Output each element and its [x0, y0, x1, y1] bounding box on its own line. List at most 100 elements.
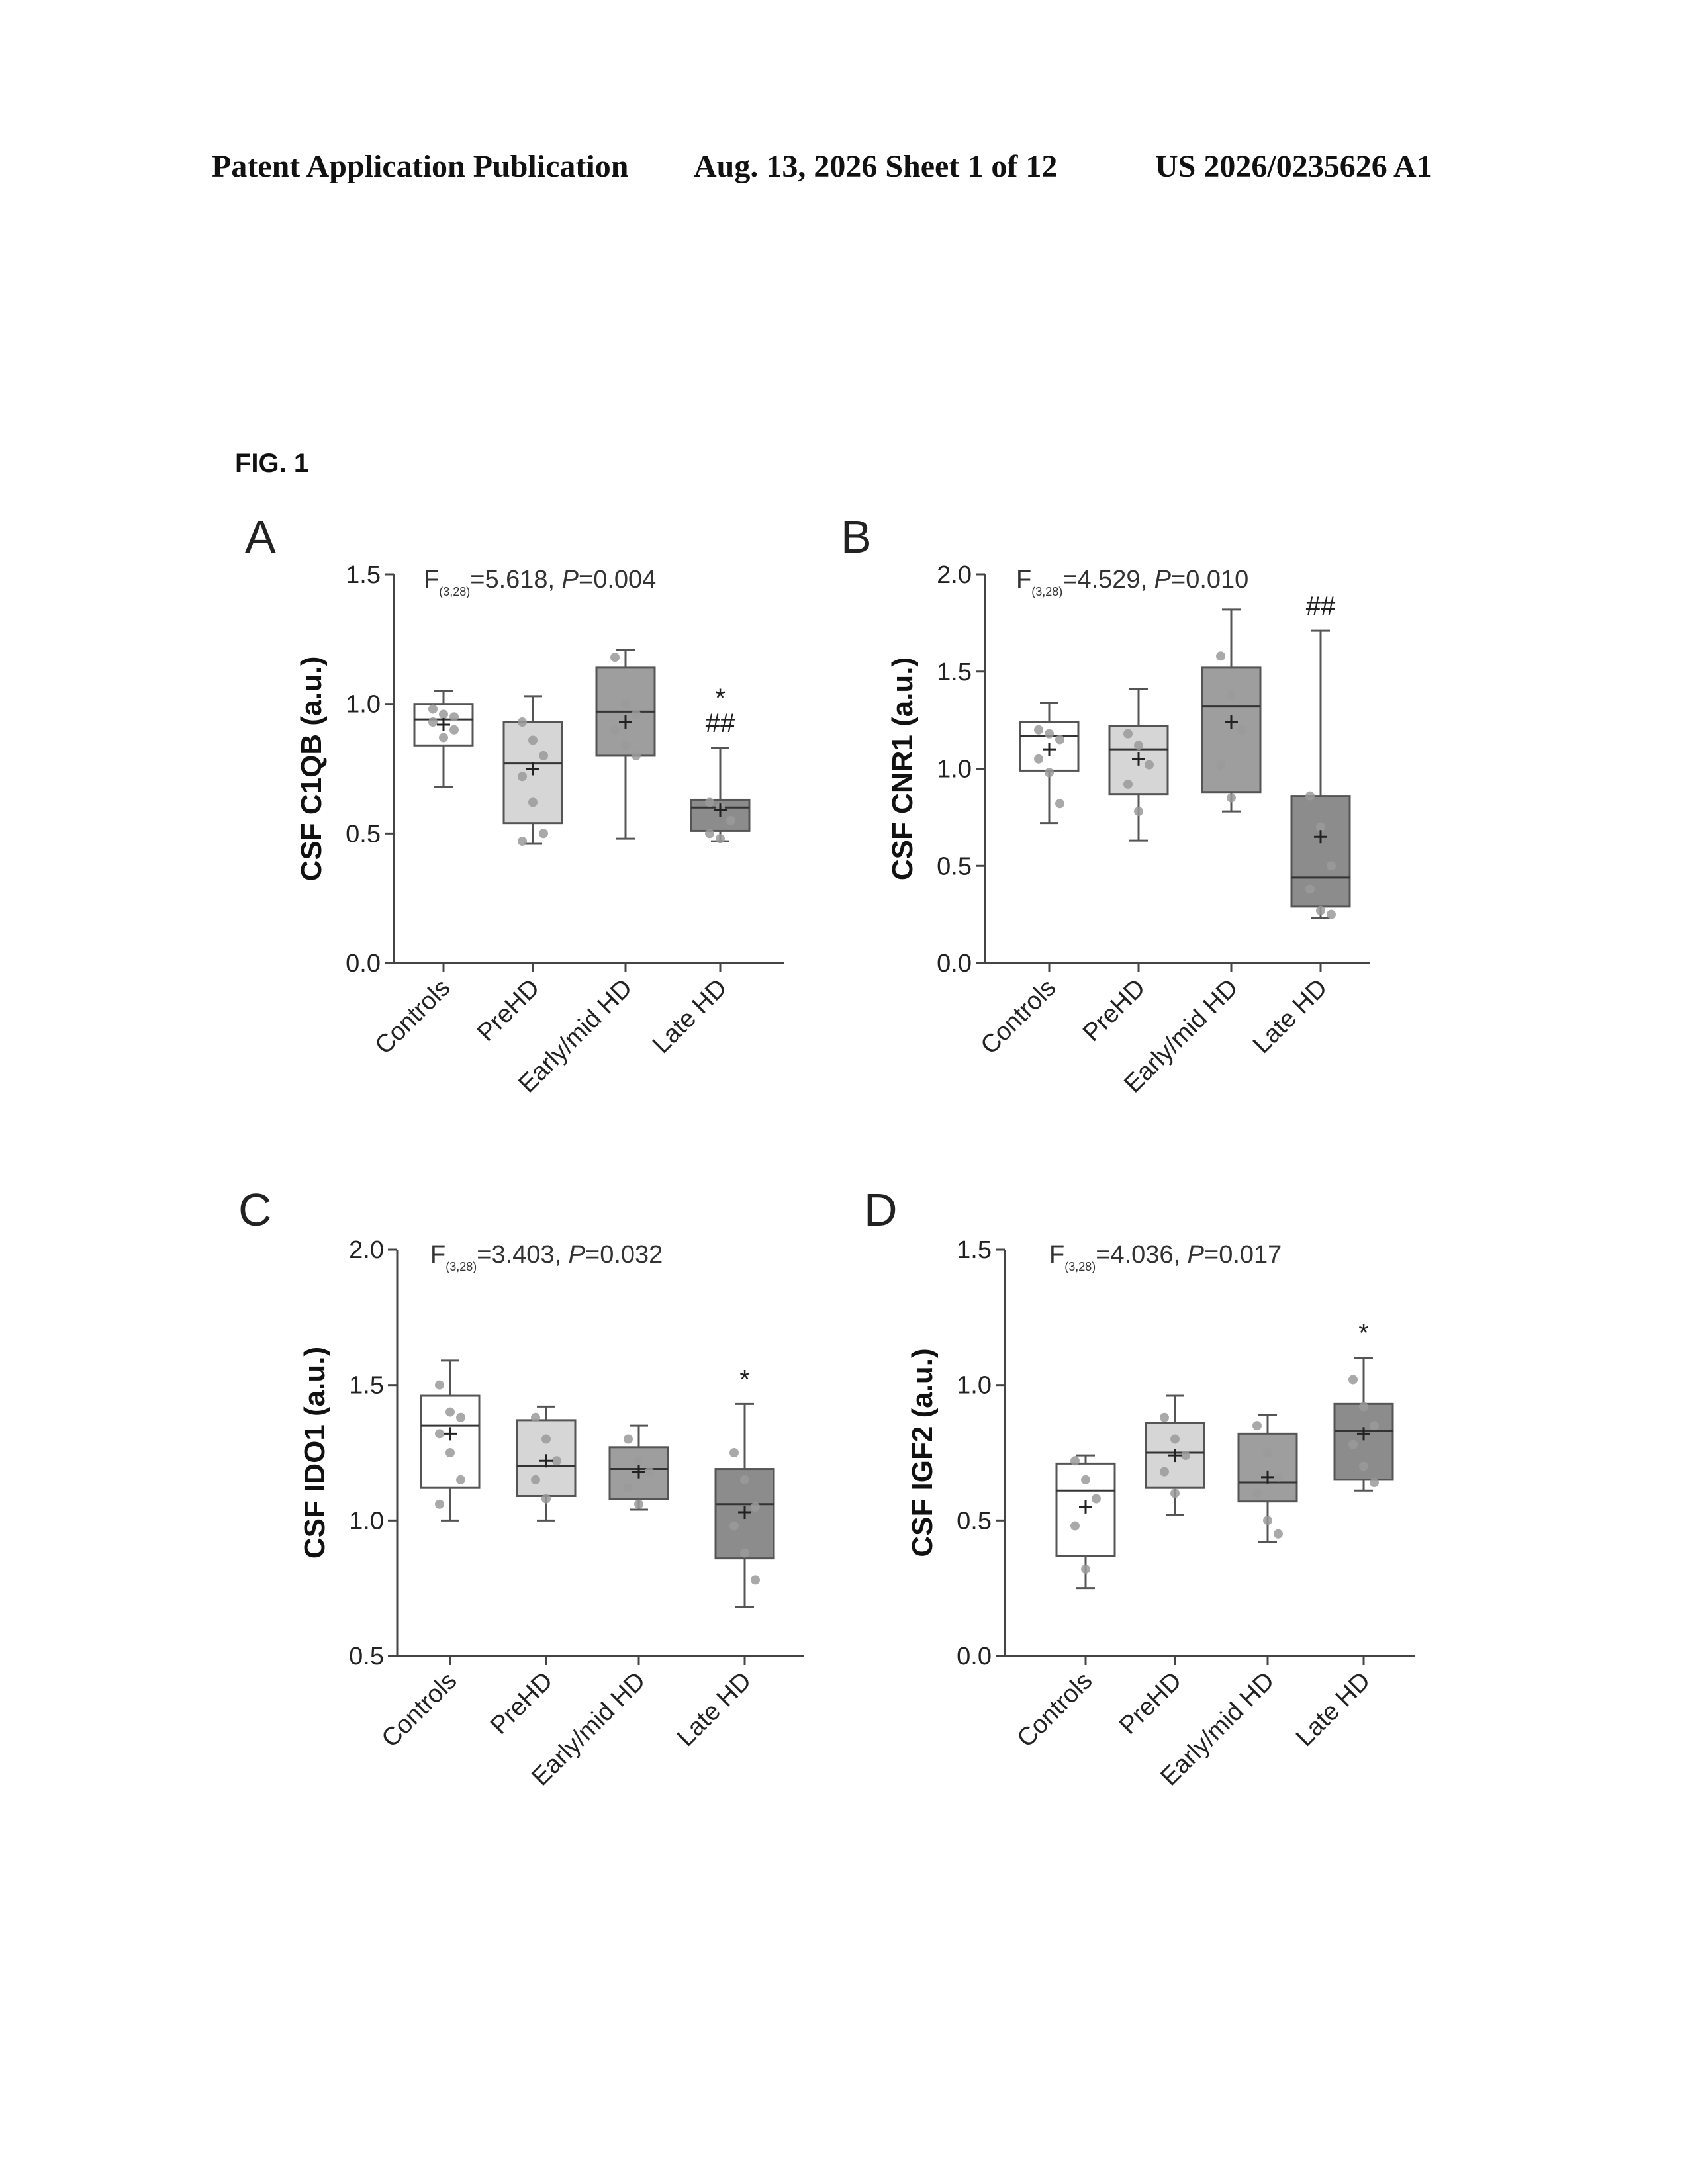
- data-point: [518, 772, 527, 781]
- significance-mark: *: [739, 1365, 750, 1394]
- y-axis-label: CSF CNR1 (a.u.): [886, 657, 919, 880]
- stat-annotation: F(3,28)=4.529, P=0.010: [1016, 566, 1248, 598]
- data-point: [439, 709, 448, 719]
- panel-letter: A: [245, 511, 276, 563]
- data-point: [1252, 1488, 1262, 1498]
- data-point: [439, 733, 448, 743]
- x-tick-label: Controls: [1012, 1667, 1098, 1753]
- data-point: [435, 1429, 444, 1438]
- data-point: [729, 1522, 739, 1531]
- y-tick-label: 0.0: [346, 950, 381, 978]
- data-point: [552, 1456, 561, 1465]
- data-point: [726, 816, 735, 825]
- data-point: [541, 1494, 551, 1504]
- data-point: [645, 1467, 654, 1477]
- x-tick-label: Controls: [377, 1667, 463, 1753]
- data-point: [1170, 1435, 1180, 1444]
- y-tick-label: 1.5: [937, 659, 972, 686]
- data-point: [1045, 729, 1054, 739]
- y-tick-label: 1.0: [346, 691, 381, 719]
- data-point: [621, 741, 630, 750]
- data-point: [1123, 780, 1133, 789]
- data-point: [634, 1500, 643, 1509]
- iqr-box: [1239, 1433, 1297, 1501]
- box-prehd: [1109, 689, 1168, 841]
- data-point: [1160, 1413, 1169, 1422]
- x-tick-label: Late HD: [1248, 974, 1333, 1059]
- y-tick-label: 0.5: [957, 1507, 992, 1535]
- data-point: [456, 1475, 465, 1484]
- y-axis-label: CSF C1QB (a.u.): [295, 657, 328, 882]
- data-point: [1123, 729, 1133, 739]
- y-tick-label: 1.0: [349, 1507, 384, 1535]
- data-point: [1216, 651, 1225, 660]
- box-early-mid-hd: [610, 1426, 668, 1510]
- panel-b: BF(3,28)=4.529, P=0.0100.00.51.01.52.0CS…: [841, 511, 1370, 1099]
- y-tick-label: 0.0: [937, 950, 972, 978]
- data-point: [610, 653, 620, 662]
- y-tick-label: 1.0: [937, 756, 972, 784]
- data-point: [1348, 1375, 1358, 1384]
- y-tick-label: 1.5: [957, 1236, 992, 1264]
- data-point: [1070, 1456, 1080, 1465]
- data-point: [428, 704, 438, 713]
- iqr-box: [1291, 796, 1350, 907]
- data-point: [634, 1456, 643, 1465]
- box-late-hd: [1335, 1358, 1393, 1491]
- data-point: [1327, 910, 1336, 919]
- data-point: [518, 837, 527, 846]
- y-axis-label: CSF IDO1 (a.u.): [299, 1347, 331, 1559]
- data-point: [1034, 754, 1043, 764]
- data-point: [1081, 1565, 1090, 1574]
- data-point: [1045, 768, 1054, 777]
- data-point: [1227, 690, 1236, 700]
- data-point: [1359, 1402, 1368, 1411]
- data-point: [1134, 807, 1143, 816]
- significance-mark: *: [1358, 1319, 1369, 1348]
- x-tick-label: Late HD: [1291, 1667, 1376, 1752]
- box-controls: [1056, 1455, 1115, 1588]
- box-early-mid-hd: [1239, 1415, 1297, 1542]
- data-point: [1348, 1440, 1358, 1449]
- box-controls: [421, 1361, 479, 1521]
- x-tick-label: PreHD: [472, 974, 545, 1047]
- y-tick-label: 2.0: [349, 1236, 384, 1264]
- data-point: [1181, 1451, 1190, 1460]
- data-point: [624, 1483, 633, 1492]
- data-point: [621, 700, 630, 709]
- data-point: [1237, 725, 1246, 735]
- data-point: [528, 735, 538, 745]
- y-tick-label: 0.0: [957, 1643, 992, 1670]
- box-prehd: [517, 1406, 575, 1520]
- box-early-mid-hd: [1202, 610, 1260, 811]
- stat-annotation: F(3,28)=4.036, P=0.017: [1049, 1241, 1282, 1273]
- data-point: [716, 834, 725, 843]
- y-tick-label: 1.5: [349, 1372, 384, 1400]
- data-point: [539, 751, 548, 760]
- panel-d: DF(3,28)=4.036, P=0.0170.00.51.01.5CSF I…: [864, 1184, 1415, 1792]
- box-late-hd: [691, 748, 749, 843]
- data-point: [531, 1475, 540, 1484]
- data-point: [705, 797, 714, 807]
- data-point: [751, 1575, 760, 1584]
- data-point: [610, 725, 620, 735]
- data-point: [1170, 1488, 1180, 1498]
- box-late-hd: [716, 1404, 774, 1607]
- data-point: [632, 751, 641, 760]
- data-point: [1092, 1494, 1101, 1504]
- data-point: [729, 1448, 739, 1457]
- significance-mark: ##: [1306, 592, 1336, 621]
- box-controls: [1020, 703, 1078, 823]
- iqr-box: [1202, 668, 1260, 792]
- panel-a: AF(3,28)=5.618, P=0.0040.00.51.01.5CSF C…: [245, 511, 784, 1099]
- stat-annotation: F(3,28)=5.618, P=0.004: [424, 566, 656, 598]
- data-point: [705, 829, 714, 838]
- data-point: [531, 1413, 540, 1422]
- data-point: [1160, 1467, 1169, 1477]
- x-tick-label: Late HD: [672, 1667, 757, 1752]
- data-point: [1263, 1516, 1272, 1525]
- data-point: [632, 709, 641, 719]
- y-axis-label: CSF IGF2 (a.u.): [906, 1348, 939, 1557]
- data-point: [624, 1435, 633, 1444]
- data-point: [1359, 1461, 1368, 1471]
